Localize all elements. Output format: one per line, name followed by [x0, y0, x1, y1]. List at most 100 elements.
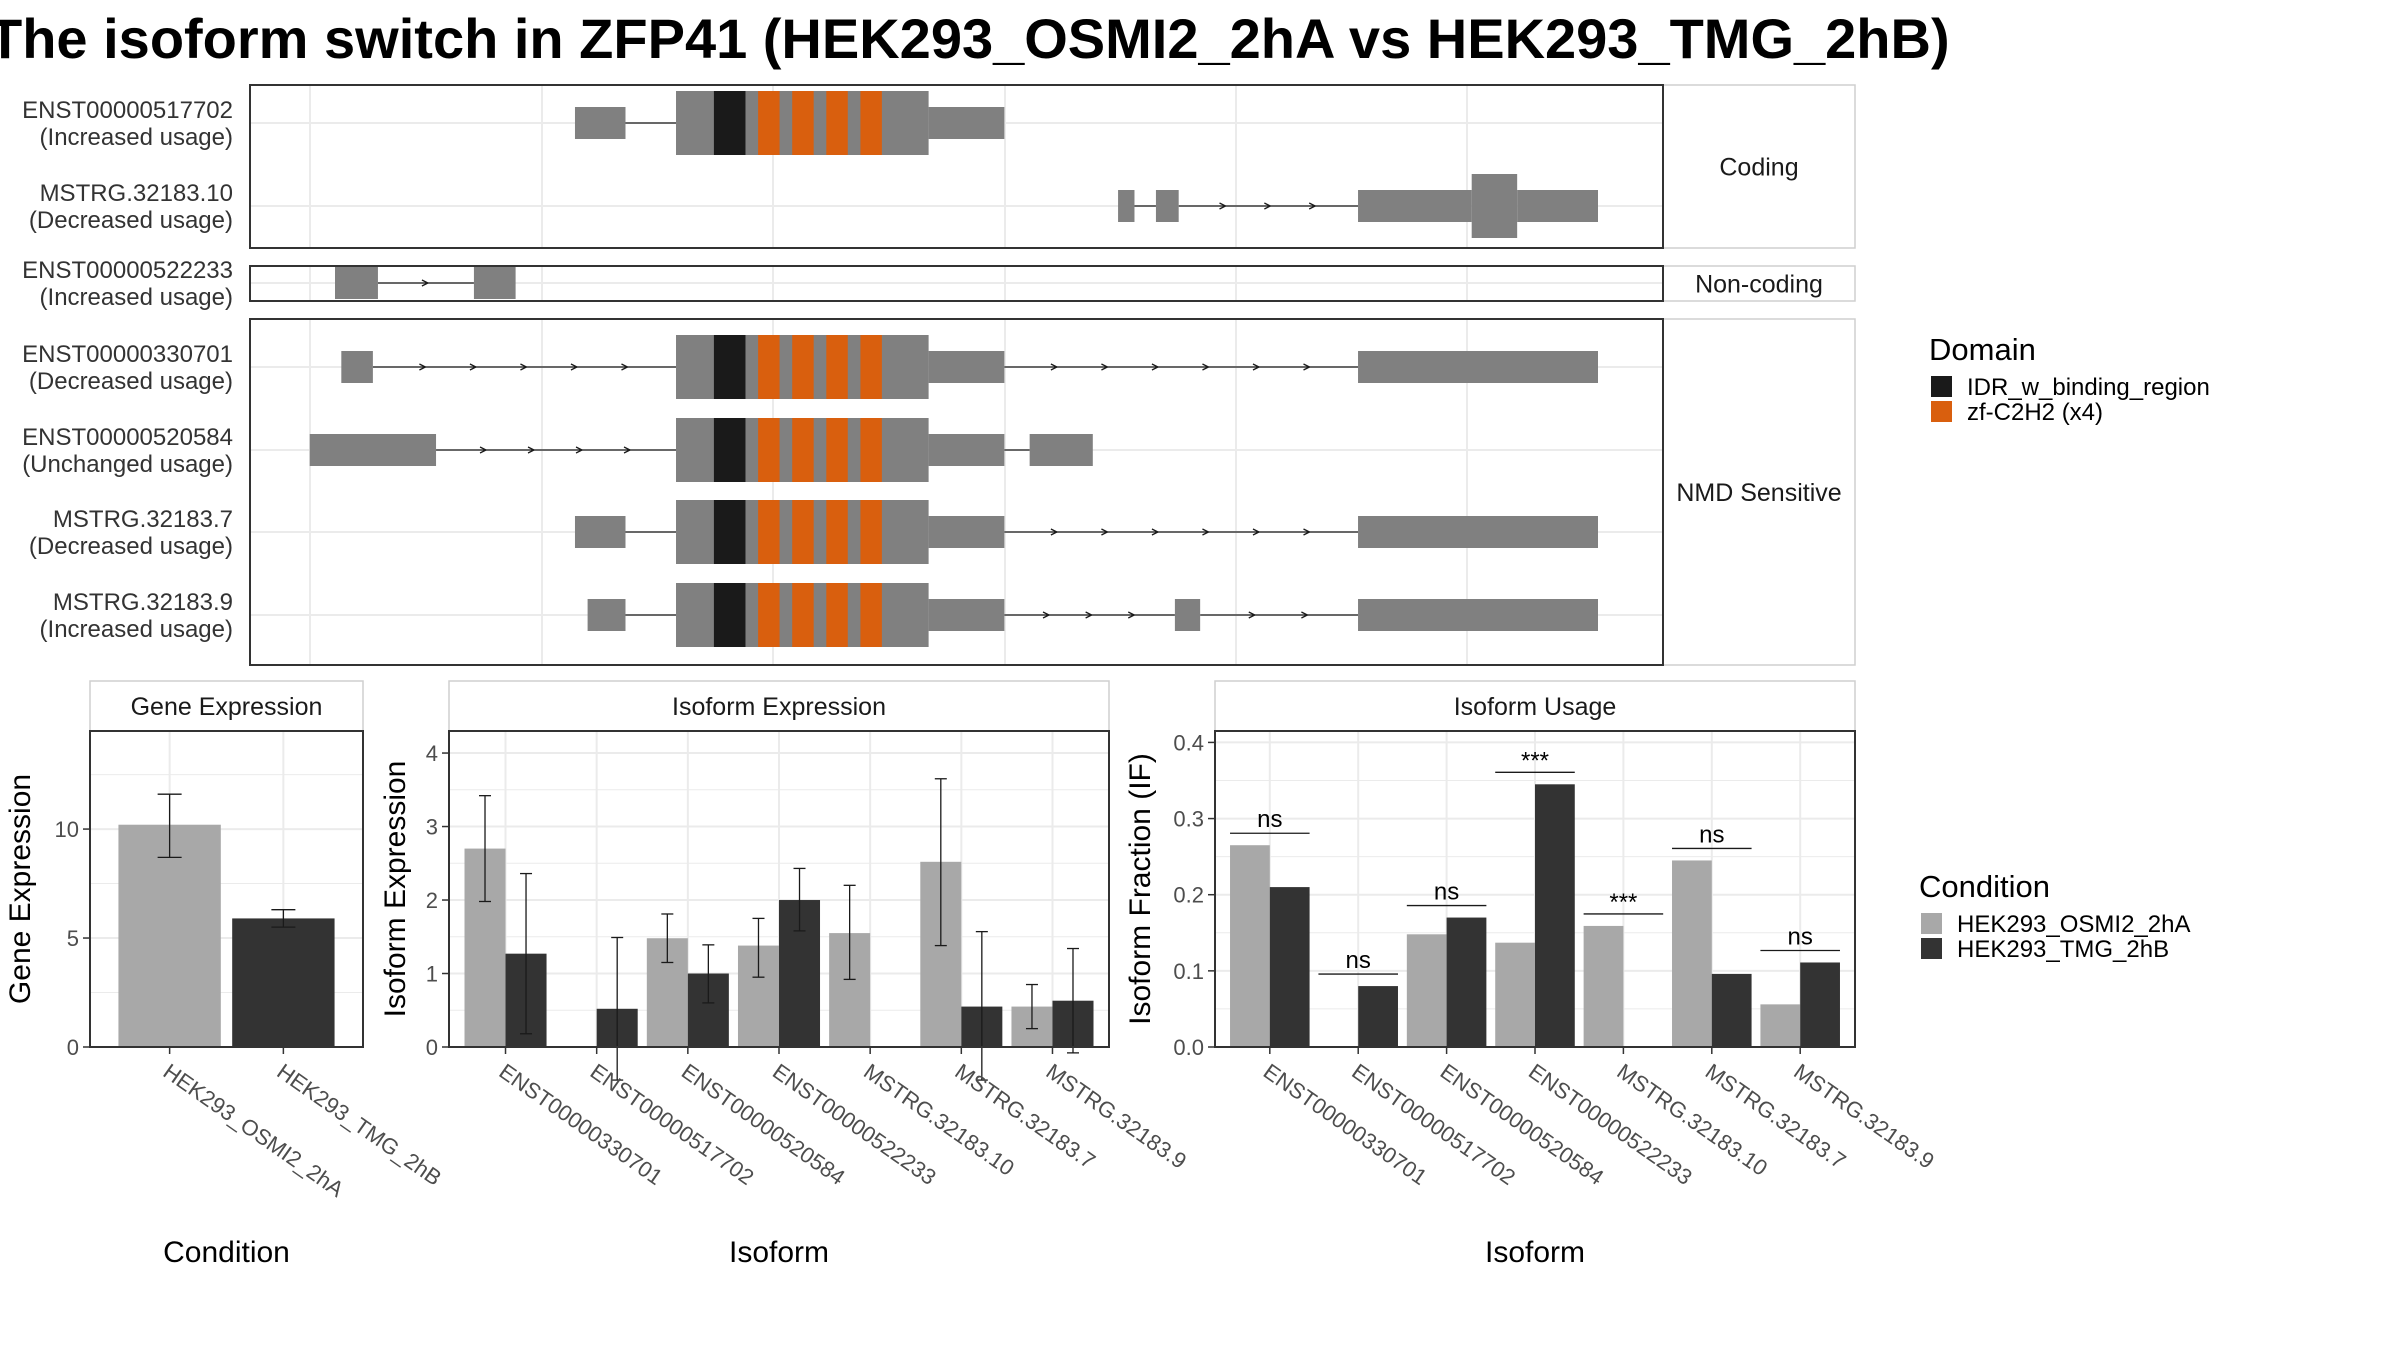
- bar: [1800, 962, 1840, 1047]
- legend-label: zf-C2H2 (x4): [1967, 399, 2103, 426]
- panel-title: Isoform Usage: [1454, 693, 1617, 721]
- intron-arrow: [1202, 528, 1210, 536]
- intron-arrow: [419, 363, 427, 371]
- transcript-row: ENST00000517702(Increased usage): [22, 91, 1005, 155]
- bar: [232, 918, 335, 1047]
- zf-domain: [826, 335, 848, 399]
- utr-exon: [1118, 190, 1135, 222]
- y-tick-label: 0: [67, 1035, 79, 1060]
- legend-swatch: [1931, 401, 1952, 422]
- x-tick-label: ENST00000520584: [677, 1059, 850, 1190]
- legend-title: Domain: [1929, 332, 2036, 367]
- zf-domain: [860, 335, 882, 399]
- facet-strip: [1662, 265, 1856, 302]
- legend-swatch: [1921, 913, 1942, 934]
- intron-arrow: [621, 363, 629, 371]
- transcript-usage: (Increased usage): [40, 124, 233, 151]
- bar: [1269, 887, 1310, 1047]
- utr-exon: [473, 267, 516, 299]
- utr-exon: [309, 434, 437, 466]
- intron-arrow: [1151, 363, 1160, 371]
- x-tick-label: ENST00000522233: [1524, 1059, 1697, 1190]
- significance-label: ns: [1434, 879, 1459, 906]
- bar: [1495, 942, 1535, 1047]
- utr-exon: [1517, 190, 1598, 222]
- panel-border: [89, 730, 364, 1048]
- intron-arrow: [1202, 363, 1210, 371]
- idr-domain: [713, 335, 746, 399]
- transcript-id: MSTRG.32183.10: [40, 180, 233, 207]
- bar: [1446, 917, 1487, 1047]
- y-tick-label: 0.3: [1173, 807, 1204, 832]
- utr-exon: [1358, 516, 1598, 548]
- zf-domain: [860, 418, 882, 482]
- transcript-row: MSTRG.32183.9(Increased usage): [40, 583, 1598, 647]
- panel-strip: [89, 680, 364, 732]
- intron-arrow: [623, 446, 632, 454]
- x-tick-label: ENST00000520584: [1436, 1059, 1609, 1190]
- significance-label: ***: [1521, 747, 1549, 774]
- transcript-usage: (Increased usage): [40, 284, 233, 311]
- figure-title: The isoform switch in ZFP41 (HEK293_OSMI…: [0, 7, 1950, 70]
- transcript-row: ENST00000522233(Increased usage): [22, 257, 516, 311]
- bar: [1583, 925, 1624, 1047]
- utr-exon: [928, 516, 1005, 548]
- transcript-structure-panel: Coding ENST00000517702(Increased usage) MS…: [22, 84, 1856, 666]
- utr-exon: [574, 516, 626, 548]
- intron-arrow: [1050, 528, 1059, 536]
- zf-domain: [826, 418, 848, 482]
- expression-panels: Gene Expression0510HEK293_OSMI2_2hAHEK29…: [4, 680, 1939, 1269]
- transcript-usage: (Unchanged usage): [22, 451, 233, 478]
- transcript-id: MSTRG.32183.9: [53, 589, 233, 616]
- legend-swatch: [1931, 376, 1952, 397]
- bar-panel: Isoform Usage 0.0 0.1 0.2 0.3 0.4 ns ns ns *** ***…: [1124, 680, 1939, 1269]
- intron-arrow: [1085, 611, 1094, 619]
- zf-domain: [860, 91, 882, 155]
- intron-arrow: [520, 363, 528, 371]
- x-tick-label: HEK293_OSMI2_2hA: [159, 1059, 349, 1202]
- transcript-id: ENST00000520584: [22, 424, 233, 451]
- facet-border: [249, 265, 1664, 302]
- intron-arrow: [421, 279, 430, 287]
- zf-domain: [792, 335, 814, 399]
- intron-arrow: [1101, 363, 1109, 371]
- x-tick-label: ENST00000330701: [495, 1059, 668, 1190]
- zf-domain: [792, 418, 814, 482]
- transcript-usage: (Increased usage): [40, 616, 233, 643]
- intron-arrow: [1248, 611, 1257, 619]
- legend-label: HEK293_TMG_2hB: [1957, 936, 2169, 963]
- panel-title: Isoform Expression: [672, 693, 886, 721]
- bar: [1230, 845, 1270, 1047]
- zf-domain: [758, 335, 780, 399]
- significance-label: ns: [1346, 947, 1371, 974]
- y-tick-label: 0.0: [1173, 1035, 1204, 1060]
- transcript-id: MSTRG.32183.7: [53, 506, 233, 533]
- x-tick-label: ENST00000517702: [1347, 1059, 1520, 1190]
- utr-exon: [1358, 351, 1598, 383]
- facet-strip-label: Coding: [1719, 154, 1798, 182]
- y-tick-label: 2: [426, 888, 438, 913]
- intron-arrow: [479, 446, 488, 454]
- y-axis-title: Gene Expression: [4, 774, 37, 1004]
- x-axis-title: Condition: [163, 1236, 290, 1269]
- zf-domain: [758, 500, 780, 564]
- idr-domain: [713, 583, 746, 647]
- utr-exon: [574, 107, 626, 139]
- bar: [1760, 1004, 1801, 1047]
- facet-strip-label: Non-coding: [1695, 271, 1823, 299]
- facet-strip: [1662, 318, 1856, 666]
- intron-arrow: [1303, 363, 1311, 371]
- transcript-row: ENST00000330701(Decreased usage): [22, 335, 1598, 399]
- y-tick-label: 10: [55, 817, 79, 842]
- intron-arrow: [1219, 202, 1227, 210]
- x-tick-label: ENST00000330701: [1259, 1059, 1432, 1190]
- zf-domain: [792, 91, 814, 155]
- intron-arrow: [1101, 528, 1109, 536]
- idr-domain: [713, 91, 746, 155]
- intron-arrow: [1127, 611, 1136, 619]
- utr-exon: [1029, 434, 1093, 466]
- utr-exon: [341, 351, 373, 383]
- zf-domain: [826, 500, 848, 564]
- y-tick-label: 3: [426, 815, 438, 840]
